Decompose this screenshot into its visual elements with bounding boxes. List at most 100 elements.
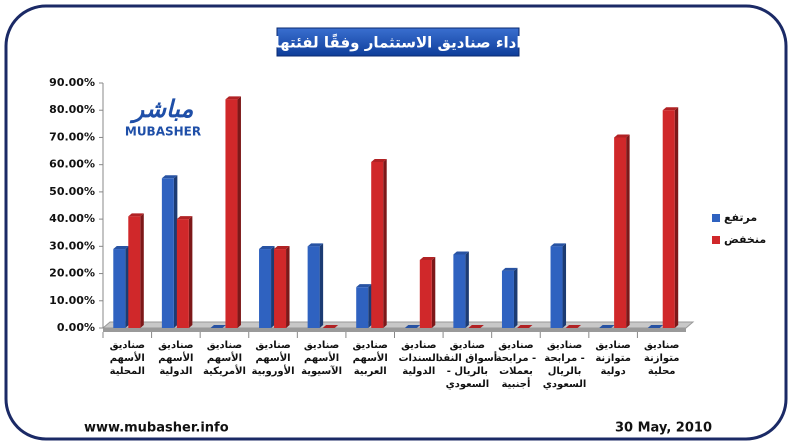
y-tick-label: 70.00% bbox=[49, 130, 95, 143]
bar-top bbox=[259, 246, 275, 250]
x-tick-label: الآسيوية bbox=[301, 365, 342, 377]
bar-top bbox=[356, 284, 372, 288]
x-tick-label: بعملات bbox=[499, 366, 533, 377]
bar bbox=[550, 246, 563, 328]
bar-top bbox=[225, 96, 241, 100]
y-tick-label: 80.00% bbox=[49, 103, 95, 116]
bar-side bbox=[465, 251, 469, 328]
x-tick-label: صناديق bbox=[644, 340, 679, 351]
legend-swatch bbox=[712, 214, 720, 222]
bar-top bbox=[404, 325, 421, 328]
bar bbox=[307, 246, 320, 328]
x-tick-label: صناديق bbox=[255, 340, 290, 351]
bar-side bbox=[140, 213, 144, 328]
x-tick-label: صناديق bbox=[158, 340, 193, 351]
bar-top bbox=[161, 175, 178, 179]
x-tick-label: صناديق bbox=[353, 340, 388, 351]
bar-side bbox=[513, 267, 518, 328]
logo-arabic: مباشر bbox=[129, 95, 194, 124]
x-tick-label: الأسهم bbox=[304, 351, 339, 364]
bar-side bbox=[125, 246, 129, 328]
bar-side bbox=[431, 256, 436, 328]
y-tick-label: 30.00% bbox=[49, 239, 95, 252]
bar bbox=[453, 254, 466, 328]
legend-swatch bbox=[712, 236, 720, 244]
x-tick-label: الأوروبية bbox=[252, 364, 295, 377]
x-tick-label: الأسهم bbox=[158, 351, 193, 364]
x-tick-label: الأسهم bbox=[353, 351, 388, 364]
x-tick-label: مرابحة - bbox=[496, 353, 537, 364]
x-tick-label: صناديق bbox=[207, 340, 242, 351]
bar-top bbox=[274, 246, 290, 250]
bar bbox=[419, 259, 432, 328]
bar-top bbox=[113, 246, 129, 250]
x-tick-label: أجنبية bbox=[501, 377, 530, 390]
x-tick-label: السعودي bbox=[543, 379, 587, 390]
bar-top bbox=[662, 107, 679, 111]
x-tick-label: صناديق bbox=[110, 340, 145, 351]
y-tick-label: 90.00% bbox=[49, 76, 95, 89]
x-tick-label: المحلية bbox=[110, 366, 145, 377]
bar-top bbox=[307, 243, 324, 247]
bar-side bbox=[626, 134, 630, 328]
bar-top bbox=[550, 243, 567, 247]
x-tick-label: العربية bbox=[354, 366, 387, 377]
x-tick-label: الأسهم bbox=[207, 351, 242, 364]
x-tick-label: متوازنة bbox=[644, 353, 680, 364]
x-tick-label: الأسهم bbox=[255, 351, 290, 364]
bar bbox=[356, 287, 369, 328]
x-tick-label: دولية bbox=[601, 366, 626, 377]
bar-top bbox=[647, 325, 664, 328]
x-tick-label: بالريال bbox=[548, 366, 582, 377]
bar bbox=[274, 249, 287, 328]
y-tick-label: 60.00% bbox=[49, 158, 95, 171]
bar-side bbox=[188, 216, 193, 328]
bar-top bbox=[516, 325, 533, 328]
bar-top bbox=[419, 256, 436, 260]
bar-side bbox=[368, 284, 372, 328]
bar bbox=[113, 249, 126, 328]
bar bbox=[128, 216, 141, 328]
y-tick-label: 40.00% bbox=[49, 212, 95, 225]
bar bbox=[662, 110, 675, 328]
y-tick-label: 20.00% bbox=[49, 267, 95, 280]
bar-top bbox=[176, 216, 193, 220]
x-tick-label: صناديق bbox=[498, 340, 533, 351]
bar-side bbox=[674, 107, 679, 328]
x-tick-label: صناديق bbox=[595, 340, 630, 351]
legend-label: مرتفع bbox=[724, 211, 757, 224]
bar bbox=[501, 270, 514, 328]
bar bbox=[371, 161, 384, 328]
x-tick-label: السندات bbox=[398, 353, 439, 364]
y-tick-label: 50.00% bbox=[49, 185, 95, 198]
x-tick-label: الدولية bbox=[159, 366, 192, 377]
legend-label: منخفض bbox=[724, 233, 766, 246]
x-tick-label: أسواق النقد bbox=[438, 351, 498, 364]
title-box bbox=[276, 27, 520, 57]
bar-side bbox=[319, 243, 324, 328]
bar-side bbox=[562, 243, 567, 328]
x-tick-label: - بالريال bbox=[447, 366, 488, 377]
bar-side bbox=[237, 96, 241, 328]
bar-top bbox=[322, 325, 339, 328]
bar bbox=[176, 219, 189, 328]
bar-top bbox=[210, 325, 226, 328]
bar-top bbox=[128, 213, 144, 217]
bar-top bbox=[453, 251, 469, 255]
bar bbox=[225, 99, 238, 328]
bar-top bbox=[599, 325, 615, 328]
bar-side bbox=[286, 246, 290, 328]
bar bbox=[161, 178, 174, 328]
x-tick-label: مرابحة - bbox=[544, 353, 585, 364]
bar-top bbox=[501, 267, 518, 271]
footer-right: 30 May, 2010 bbox=[615, 421, 712, 436]
bar-top bbox=[614, 134, 630, 138]
bar-top bbox=[468, 325, 484, 328]
x-tick-label: متوازنة bbox=[595, 353, 631, 364]
x-tick-label: صناديق bbox=[401, 340, 436, 351]
x-tick-label: الأسهم bbox=[110, 351, 145, 364]
x-tick-label: صناديق bbox=[450, 340, 485, 351]
floor-front bbox=[103, 328, 686, 332]
x-tick-label: صناديق bbox=[547, 340, 582, 351]
y-tick-label: 10.00% bbox=[49, 294, 95, 307]
